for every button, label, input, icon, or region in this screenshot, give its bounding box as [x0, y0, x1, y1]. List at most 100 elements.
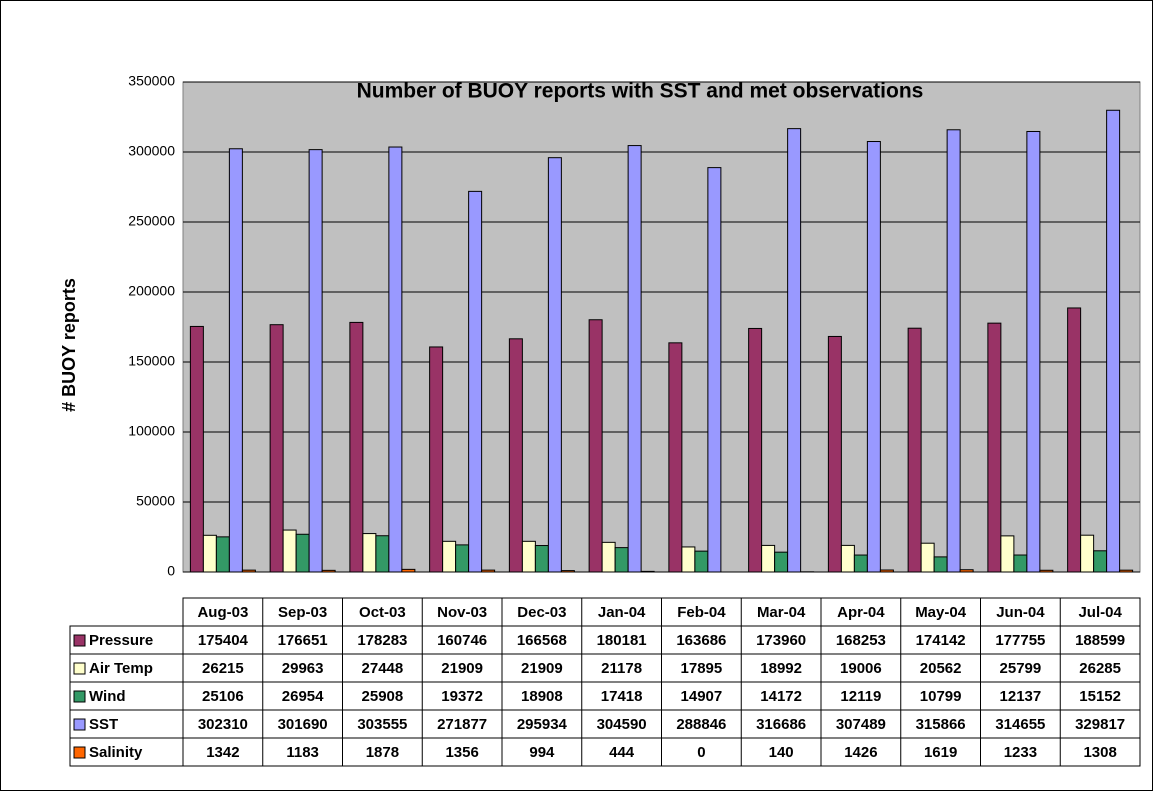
- x-tick-label: Apr-04: [837, 604, 885, 621]
- table-value: 1878: [366, 744, 399, 761]
- table-value: 21909: [521, 660, 563, 677]
- table-value: 1233: [1004, 744, 1037, 761]
- bar: [455, 544, 470, 573]
- bar: [601, 541, 616, 573]
- chart-title: Number of BUOY reports with SST and met …: [357, 80, 924, 103]
- table-value: 19372: [441, 688, 483, 705]
- bar: [933, 556, 948, 573]
- table-value: 288846: [676, 716, 726, 733]
- table-value: 304590: [597, 716, 647, 733]
- bar: [269, 324, 284, 573]
- bar: [668, 342, 683, 573]
- bar: [547, 157, 562, 573]
- table-value: 140: [769, 744, 794, 761]
- y-tick-label: 100000: [128, 423, 175, 439]
- y-tick-label: 350000: [128, 73, 175, 89]
- table-value: 444: [609, 744, 635, 761]
- legend-key: [73, 718, 86, 731]
- y-axis-label: # BUOY reports: [59, 278, 79, 412]
- bar: [241, 569, 256, 573]
- bar: [508, 338, 523, 573]
- table-value: 18992: [760, 660, 802, 677]
- table-value: 1183: [286, 744, 319, 761]
- bar: [588, 319, 603, 573]
- table-value: 0: [697, 744, 705, 761]
- bar: [228, 148, 243, 573]
- table-value: 295934: [517, 716, 568, 733]
- legend-key: [73, 662, 86, 675]
- bar: [442, 540, 457, 573]
- table-value: 303555: [357, 716, 407, 733]
- bar: [321, 569, 336, 573]
- x-tick-label: Dec-03: [517, 604, 566, 621]
- table-value: 271877: [437, 716, 487, 733]
- legend-label: Air Temp: [89, 660, 153, 677]
- bar: [282, 529, 297, 573]
- table-value: 316686: [756, 716, 806, 733]
- x-tick-label: Oct-03: [359, 604, 406, 621]
- plot-area: [182, 81, 1141, 573]
- table-value: 315866: [916, 716, 966, 733]
- bar: [853, 554, 868, 573]
- table-value: 26285: [1079, 660, 1121, 677]
- table-value: 27448: [362, 660, 404, 677]
- bar: [308, 149, 323, 573]
- bar: [1119, 569, 1134, 573]
- bar: [534, 545, 549, 573]
- table-value: 12137: [1000, 688, 1042, 705]
- bar: [840, 544, 855, 573]
- table-value: 168253: [836, 632, 886, 649]
- bar: [946, 129, 961, 573]
- bar: [1080, 534, 1095, 573]
- bar: [349, 321, 364, 573]
- table-value: 17418: [601, 688, 643, 705]
- bar: [614, 547, 629, 573]
- table-value: 314655: [995, 716, 1045, 733]
- table-value: 26215: [202, 660, 244, 677]
- bar: [215, 536, 230, 573]
- bar: [959, 569, 974, 573]
- x-tick-label: Jan-04: [598, 604, 646, 621]
- table-value: 163686: [676, 632, 726, 649]
- bar: [827, 335, 842, 573]
- table-value: 180181: [597, 632, 647, 649]
- bar: [987, 322, 1002, 573]
- bar: [694, 550, 709, 573]
- x-tick-label: Mar-04: [757, 604, 806, 621]
- x-tick-label: Feb-04: [677, 604, 726, 621]
- table-value: 14172: [760, 688, 802, 705]
- table-value: 25106: [202, 688, 244, 705]
- table-value: 21909: [441, 660, 483, 677]
- bar: [1093, 550, 1108, 573]
- bar: [362, 533, 377, 573]
- table-value: 160746: [437, 632, 487, 649]
- bar: [774, 551, 789, 573]
- bar: [375, 535, 390, 573]
- bar: [481, 569, 496, 573]
- y-tick-label: 0: [167, 563, 175, 579]
- table-value: 19006: [840, 660, 882, 677]
- bar: [1067, 307, 1082, 573]
- legend-label: SST: [89, 716, 118, 733]
- table-value: 1619: [924, 744, 957, 761]
- table-value: 1356: [445, 744, 478, 761]
- bar: [866, 141, 881, 573]
- table-value: 188599: [1075, 632, 1125, 649]
- legend-label: Salinity: [89, 744, 143, 761]
- table-value: 173960: [756, 632, 806, 649]
- bar: [388, 146, 403, 573]
- x-tick-label: Sep-03: [278, 604, 327, 621]
- table-value: 14907: [681, 688, 723, 705]
- bar: [787, 128, 802, 573]
- bar: [748, 327, 763, 573]
- table-value: 178283: [357, 632, 407, 649]
- bar: [1013, 554, 1028, 573]
- bar: [1026, 130, 1041, 573]
- bar: [202, 534, 217, 573]
- table-value: 1308: [1083, 744, 1116, 761]
- bar: [401, 568, 416, 573]
- table-value: 18908: [521, 688, 563, 705]
- table-value: 12119: [840, 688, 881, 705]
- table-value: 1342: [206, 744, 239, 761]
- bar: [627, 145, 642, 573]
